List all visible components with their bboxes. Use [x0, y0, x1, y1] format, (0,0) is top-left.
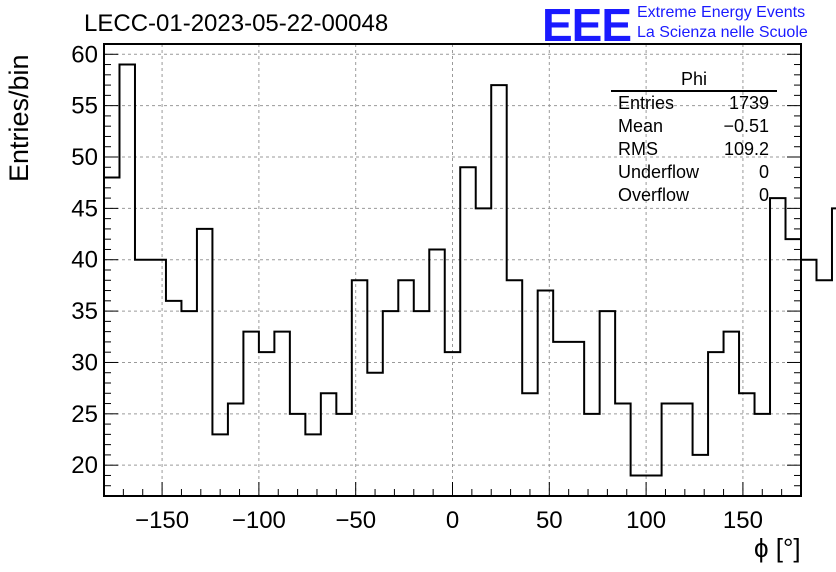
histogram-bin: [739, 393, 754, 496]
y-tick-label: 30: [71, 349, 98, 376]
histogram-bin: [119, 65, 134, 496]
histogram-bin: [460, 167, 475, 496]
x-tick-label: 50: [536, 507, 563, 534]
stats-row-rms: RMS 109.2: [611, 138, 777, 161]
histogram-bin: [553, 342, 568, 496]
histogram-bin: [816, 280, 831, 496]
y-axis-label: Entries/bin: [4, 54, 34, 182]
histogram-bin: [429, 249, 444, 496]
chart-title: LECC-01-2023-05-22-00048: [84, 10, 389, 37]
x-tick-label: 100: [626, 507, 666, 534]
histogram-bin: [708, 352, 723, 496]
histogram-bin: [383, 311, 398, 496]
histogram-bin: [290, 414, 305, 496]
stats-title: Phi: [611, 68, 777, 92]
stats-label: Entries: [618, 93, 675, 113]
stats-value: −0.51: [723, 116, 769, 136]
y-tick-label: 55: [71, 93, 98, 120]
histogram-bin: [770, 198, 785, 496]
histogram-bin: [522, 393, 537, 496]
histogram-bin: [398, 280, 413, 496]
histogram-bin: [569, 342, 584, 496]
histogram-bin: [104, 178, 119, 496]
histogram-bin: [305, 434, 320, 496]
stats-label: Underflow: [618, 162, 700, 182]
histogram-bin: [166, 301, 181, 496]
stats-value: 0: [758, 185, 769, 205]
y-tick-label: 20: [71, 452, 98, 479]
histogram-bin: [677, 404, 692, 496]
histogram-bin: [150, 260, 165, 496]
eee-logo: EEE: [542, 0, 632, 51]
histogram-bin: [197, 229, 212, 496]
stats-label: Overflow: [618, 185, 690, 205]
histogram-bin: [662, 404, 677, 496]
histogram-bin: [615, 404, 630, 496]
y-tick-label: 40: [71, 247, 98, 274]
histogram-bin: [507, 280, 522, 496]
x-tick-label: −150: [135, 507, 189, 534]
histogram-bin: [274, 332, 289, 496]
logo-line-1: Extreme Energy Events: [637, 4, 806, 21]
histogram-bin: [135, 260, 150, 496]
histogram-bin: [181, 311, 196, 496]
histogram-bin: [584, 414, 599, 496]
y-tick-label: 50: [71, 144, 98, 171]
histogram-bin: [321, 393, 336, 496]
histogram-bin: [646, 475, 661, 496]
stats-row-entries: Entries 1739: [611, 92, 777, 115]
histogram-bin: [228, 404, 243, 496]
x-tick-label: −100: [232, 507, 286, 534]
y-tick-label: 45: [71, 195, 98, 222]
histogram-bin: [352, 280, 367, 496]
histogram-bin: [476, 208, 491, 496]
histogram-bin: [414, 311, 429, 496]
histogram-bin: [491, 85, 506, 496]
histogram-bin: [367, 373, 382, 496]
logo-line-2: La Scienza nelle Scuole: [637, 24, 808, 41]
histogram-bin: [336, 414, 351, 496]
x-tick-label: 0: [446, 507, 459, 534]
histogram-bin: [755, 414, 770, 496]
histogram-bin: [600, 311, 615, 496]
stats-label: RMS: [618, 139, 658, 159]
y-tick-label: 25: [71, 401, 98, 428]
stats-value: 0: [758, 162, 769, 182]
stats-value: 109.2: [723, 139, 769, 159]
stats-row-underflow: Underflow 0: [611, 161, 777, 184]
x-tick-label: −50: [335, 507, 376, 534]
stats-row-overflow: Overflow 0: [611, 184, 777, 207]
histogram-series: [104, 63, 836, 477]
histogram-bin: [631, 475, 646, 496]
stats-label: Mean: [618, 116, 664, 136]
histogram-bin: [786, 239, 801, 496]
y-tick-label: 60: [71, 41, 98, 68]
x-tick-label: 150: [723, 507, 763, 534]
stats-row-mean: Mean −0.51: [611, 115, 777, 138]
x-axis-label: ϕ [°]: [754, 533, 801, 563]
histogram-bin: [801, 260, 816, 496]
y-tick-label: 35: [71, 298, 98, 325]
histogram-bin: [693, 455, 708, 496]
histogram-bin: [259, 352, 274, 496]
stats-value: 1739: [728, 93, 769, 113]
stats-box: Phi Entries 1739 Mean −0.51 RMS 109.2 Un…: [611, 68, 777, 207]
